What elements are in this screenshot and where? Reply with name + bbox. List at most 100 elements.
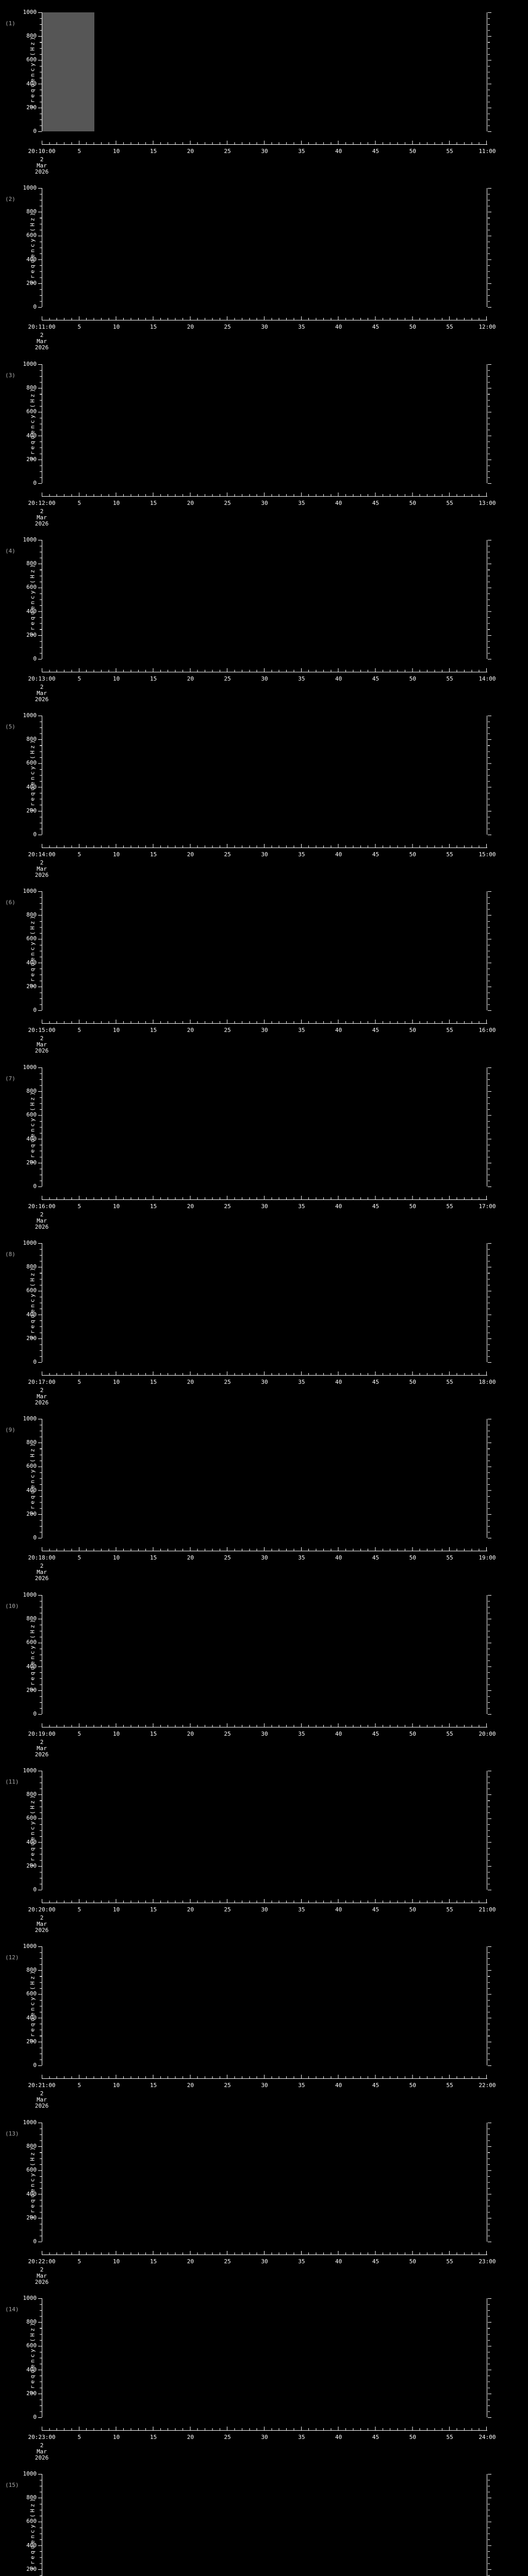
x-axis-tick-label: 30 (261, 1731, 268, 1737)
start-date-label: 2 Mar 2026 (35, 508, 49, 527)
y-axis-minor-ticks-left (40, 1946, 42, 2066)
x-axis-tick-label: 45 (372, 1027, 380, 1033)
x-axis-tick-label: 25 (224, 1554, 231, 1561)
x-axis-tick-label: 5 (77, 148, 81, 155)
x-axis-tick-label: 25 (224, 500, 231, 506)
x-axis-tick-label: 55 (446, 1027, 453, 1033)
x-axis-tick-label: 10 (113, 851, 120, 858)
x-axis-end-time-label: 18:00 (478, 1379, 496, 1385)
x-axis-tick-label: 30 (261, 148, 268, 155)
x-axis-tick-label: 45 (372, 324, 380, 330)
x-axis-tick-label: 30 (261, 675, 268, 682)
x-axis-start-time-label: 20:15:00 (28, 1027, 56, 1033)
x-axis-tick-label: 35 (298, 324, 305, 330)
y-axis-minor-ticks-right (488, 1067, 490, 1187)
x-axis-tick-label: 35 (298, 1203, 305, 1210)
y-axis-tick-label: 400 (26, 432, 37, 439)
x-axis-minor-ticks (42, 2252, 487, 2255)
x-axis-tick-label: 40 (335, 1027, 342, 1033)
x-axis-tick-label: 15 (150, 1379, 157, 1385)
x-axis-tick-label: 40 (335, 1554, 342, 1561)
x-axis-tick-label: 5 (77, 324, 81, 330)
y-axis-tick-label: 200 (26, 1862, 37, 1869)
y-axis-tick-label: 0 (33, 1183, 37, 1190)
y-axis-tick-label: 600 (26, 2342, 37, 2349)
y-axis-tick-label: 600 (26, 1990, 37, 1997)
x-axis-tick-label: 20 (187, 2258, 194, 2265)
x-axis-end-time-label: 13:00 (478, 500, 496, 506)
panel-index-label: (10) (5, 1603, 19, 1609)
y-axis-minor-ticks-right (488, 2123, 490, 2242)
x-axis-tick-label: 30 (261, 324, 268, 330)
x-axis-end-time-label: 14:00 (478, 675, 496, 682)
x-axis-tick-label: 15 (150, 148, 157, 155)
x-axis-tick-label: 35 (298, 1554, 305, 1561)
spectrogram-panel: (9) Frequency (Hz) 1000 800 600 400 200 0 20:18:… (0, 1406, 528, 1582)
x-axis-tick-label: 20 (187, 2434, 194, 2441)
x-axis-tick-label: 40 (335, 675, 342, 682)
y-axis-tick-label: 200 (26, 982, 37, 990)
start-date-label: 2 Mar 2026 (35, 2266, 49, 2285)
x-axis-tick-label: 30 (261, 1906, 268, 1913)
x-axis-tick-label: 40 (335, 1731, 342, 1737)
x-axis-line (42, 496, 487, 497)
x-axis-tick-label: 30 (261, 2258, 268, 2265)
x-axis-tick-label: 45 (372, 675, 380, 682)
x-axis-tick-label: 55 (446, 2258, 453, 2265)
x-axis-start-time-label: 20:12:00 (28, 500, 56, 506)
panel-index-label: (1) (5, 20, 15, 27)
y-axis-tick-label: 0 (33, 1534, 37, 1541)
x-axis-tick-label: 40 (335, 1203, 342, 1210)
x-axis-minor-ticks (42, 1901, 487, 1903)
y-axis-minor-ticks-right (488, 540, 490, 659)
y-axis-minor-ticks-right (488, 364, 490, 484)
y-axis-tick-label: 1000 (23, 2295, 37, 2301)
x-axis-line (42, 1023, 487, 1024)
x-axis-tick-label: 45 (372, 2258, 380, 2265)
y-axis-tick-label: 0 (33, 1359, 37, 1365)
x-axis-tick-label: 40 (335, 2082, 342, 2089)
x-axis-tick-label: 45 (372, 500, 380, 506)
y-axis-minor-ticks-left (40, 2474, 42, 2576)
y-axis-minor-ticks-right (488, 2298, 490, 2418)
panel-index-label: (8) (5, 1251, 15, 1258)
start-date-label: 2 Mar 2026 (35, 156, 49, 175)
y-axis-minor-ticks-right (488, 1419, 490, 1538)
spectrogram-data-block (42, 12, 94, 131)
x-axis-tick-label: 35 (298, 500, 305, 506)
y-axis-tick-label: 0 (33, 831, 37, 838)
y-axis-minor-ticks-left (40, 891, 42, 1011)
x-axis-tick-label: 10 (113, 1554, 120, 1561)
x-axis-tick-label: 25 (224, 324, 231, 330)
x-axis-tick-label: 35 (298, 1027, 305, 1033)
panel-index-label: (6) (5, 899, 15, 906)
x-axis-tick-label: 25 (224, 2258, 231, 2265)
panel-index-label: (7) (5, 1075, 15, 1082)
x-axis-tick-label: 20 (187, 1027, 194, 1033)
plot-area (42, 2123, 487, 2242)
x-axis-tick-label: 25 (224, 1379, 231, 1385)
x-axis-tick-label: 55 (446, 324, 453, 330)
x-axis-end-time-label: 16:00 (478, 1027, 496, 1033)
x-axis-tick-label: 30 (261, 2082, 268, 2089)
spectrogram-panel: (11) Frequency (Hz) 1000 800 600 400 200 0 20:20… (0, 1758, 528, 1934)
y-axis-tick-label: 0 (33, 1007, 37, 1013)
y-axis-minor-ticks-right (488, 716, 490, 835)
y-axis-tick-label: 1000 (23, 1943, 37, 1950)
x-axis-tick-label: 45 (372, 1379, 380, 1385)
y-axis-tick-label: 400 (26, 2541, 37, 2549)
x-axis-tick-label: 45 (372, 148, 380, 155)
y-axis-tick-label: 1000 (23, 1064, 37, 1071)
y-axis-tick-label: 200 (26, 2038, 37, 2045)
x-axis-minor-ticks (42, 318, 487, 320)
panel-index-label: (13) (5, 2130, 19, 2137)
x-axis-tick-label: 15 (150, 851, 157, 858)
y-axis-tick-label: 1000 (23, 9, 37, 15)
y-axis-minor-ticks-right (488, 1771, 490, 1890)
start-date-label: 2 Mar 2026 (35, 1739, 49, 1758)
y-axis-minor-ticks-right (488, 1595, 490, 1715)
x-axis-tick-label: 50 (409, 148, 416, 155)
y-axis-tick-label: 400 (26, 1135, 37, 1142)
y-axis-tick-label: 200 (26, 104, 37, 111)
x-axis-start-time-label: 20:19:00 (28, 1731, 56, 1737)
